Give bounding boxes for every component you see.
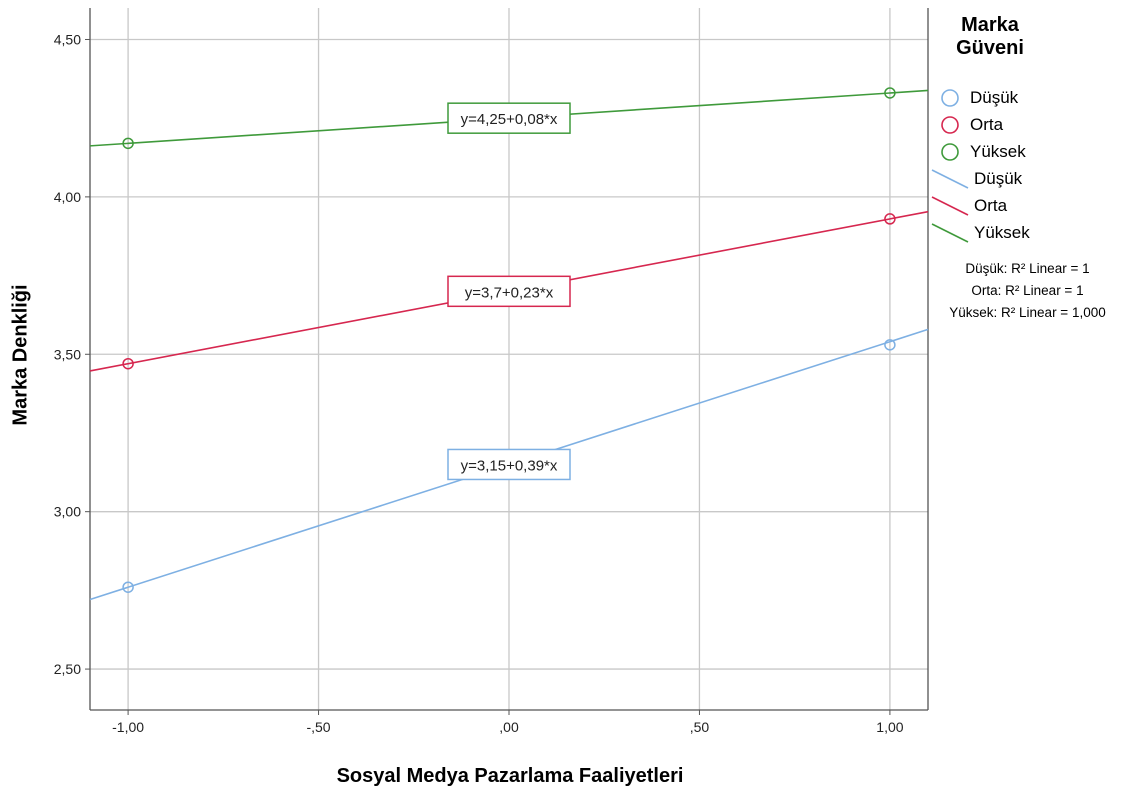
- equation-labels: y=3,15+0,39*x y=3,7+0,23*x y=4,25+0,08*x: [447, 102, 571, 481]
- data-point-0: [884, 339, 896, 351]
- legend-label: Düşük: [974, 169, 1023, 188]
- equation-box-1: [447, 275, 571, 308]
- legend-label: Orta: [970, 115, 1004, 134]
- y-tick-label: 4,00: [54, 189, 81, 205]
- legend-line-icon: [931, 169, 969, 189]
- tick-labels: -1,00 -,50 ,00 ,50 1,00 2,50 3,00 3,50 4,00 4,50: [54, 31, 904, 735]
- equation-text-1: y=3,7+0,23*x: [465, 284, 554, 301]
- x-tick-label: ,00: [499, 719, 519, 735]
- x-tick-label: -,50: [306, 719, 330, 735]
- legend-item-marker-1: Orta: [930, 112, 1003, 138]
- r2-label-dusuk: Düşük: R² Linear = 1: [965, 261, 1090, 276]
- data-point-2: [122, 137, 134, 150]
- y-tick-label: 3,50: [54, 346, 81, 362]
- data-point-1: [122, 357, 134, 370]
- legend-marker-icon: [941, 116, 959, 134]
- legend-item-line-2: Yüksek: [930, 220, 1030, 246]
- r2-label-yuksek: Yüksek: R² Linear = 1,000: [949, 305, 1106, 320]
- legend-item-marker-0: Düşük: [930, 85, 1018, 111]
- y-axis-label: Marka Denkliği: [9, 284, 32, 426]
- r2-annotations: Düşük: R² Linear = 1 Orta: R² Linear = 1…: [930, 258, 1125, 324]
- y-tick-label: 4,50: [54, 31, 81, 47]
- legend-marker-icon: [941, 143, 959, 161]
- r2-label-orta: Orta: R² Linear = 1: [971, 283, 1084, 298]
- x-tick-label: -1,00: [112, 719, 144, 735]
- equation-box-0: [447, 448, 571, 481]
- legend-item-line-0: Düşük: [930, 166, 1022, 192]
- legend-line-icon: [931, 223, 969, 243]
- legend-label: Yüksek: [974, 223, 1030, 242]
- legend-item-marker-2: Yüksek: [930, 139, 1026, 165]
- data-point-2: [884, 87, 896, 99]
- legend-label: Düşük: [970, 88, 1019, 107]
- y-tick-label: 3,00: [54, 504, 81, 520]
- equation-text-0: y=3,15+0,39*x: [461, 457, 558, 474]
- legend-label: Yüksek: [970, 142, 1026, 161]
- data-point-1: [884, 213, 896, 225]
- legend-marker-icon: [941, 89, 959, 107]
- axes: [85, 8, 929, 715]
- x-tick-label: ,50: [690, 719, 710, 735]
- equation-text-2: y=4,25+0,08*x: [461, 111, 558, 128]
- series-markers: [122, 87, 896, 593]
- x-axis-label: Sosyal Medya Pazarlama Faaliyetleri: [336, 765, 684, 787]
- x-tick-label: 1,00: [876, 719, 903, 735]
- legend-item-line-1: Orta: [930, 193, 1007, 219]
- legend-label: Orta: [974, 196, 1008, 215]
- legend-line-icon: [931, 196, 969, 216]
- legend-title: Marka Güveni: [956, 14, 1024, 59]
- equation-box-2: [447, 102, 571, 134]
- legend: Marka Güveni Düşük Orta Yüksek Düşük Orta Yük…: [930, 14, 1130, 243]
- y-tick-label: 2,50: [54, 661, 81, 677]
- data-point-0: [122, 581, 134, 593]
